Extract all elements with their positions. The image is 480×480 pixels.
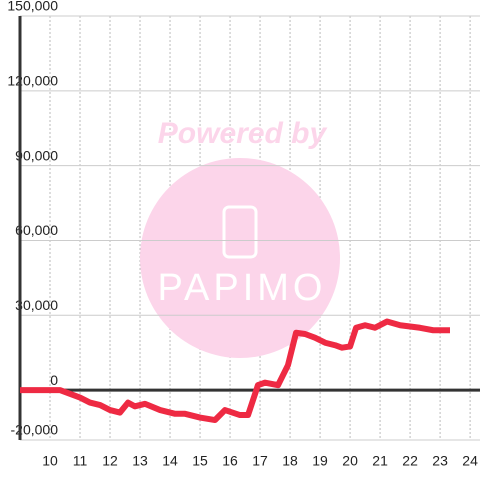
- y-tick-label: 0: [50, 372, 58, 388]
- y-tick-label: 30,000: [15, 297, 58, 313]
- y-tick-label: 60,000: [15, 222, 58, 238]
- x-tick-label: 22: [402, 453, 418, 469]
- x-tick-label: 23: [432, 453, 448, 469]
- x-tick-label: 15: [192, 453, 208, 469]
- x-tick-label: 18: [282, 453, 298, 469]
- x-tick-label: 20: [342, 453, 358, 469]
- x-tick-label: 24: [462, 453, 478, 469]
- watermark-top: Powered by: [158, 117, 328, 150]
- x-tick-label: 13: [132, 453, 148, 469]
- watermark-logo: PAPIMO: [158, 267, 327, 309]
- x-tick-label: 11: [73, 453, 88, 469]
- y-tick-label: 90,000: [15, 147, 58, 163]
- y-tick-label: 150,000: [7, 0, 58, 14]
- data-line: [20, 318, 450, 424]
- x-tick-label: 19: [312, 453, 328, 469]
- x-tick-label: 10: [42, 453, 58, 469]
- x-tick-label: 12: [102, 453, 118, 469]
- x-tick-label: 21: [372, 453, 388, 469]
- watermark: Powered by PAPIMO: [140, 117, 340, 358]
- y-tick-label: -20,000: [11, 422, 59, 438]
- x-tick-label: 17: [252, 453, 268, 469]
- y-tick-label: 120,000: [7, 73, 58, 89]
- x-tick-label: 14: [162, 453, 178, 469]
- x-tick-label: 16: [222, 453, 238, 469]
- phone-icon: [222, 205, 258, 259]
